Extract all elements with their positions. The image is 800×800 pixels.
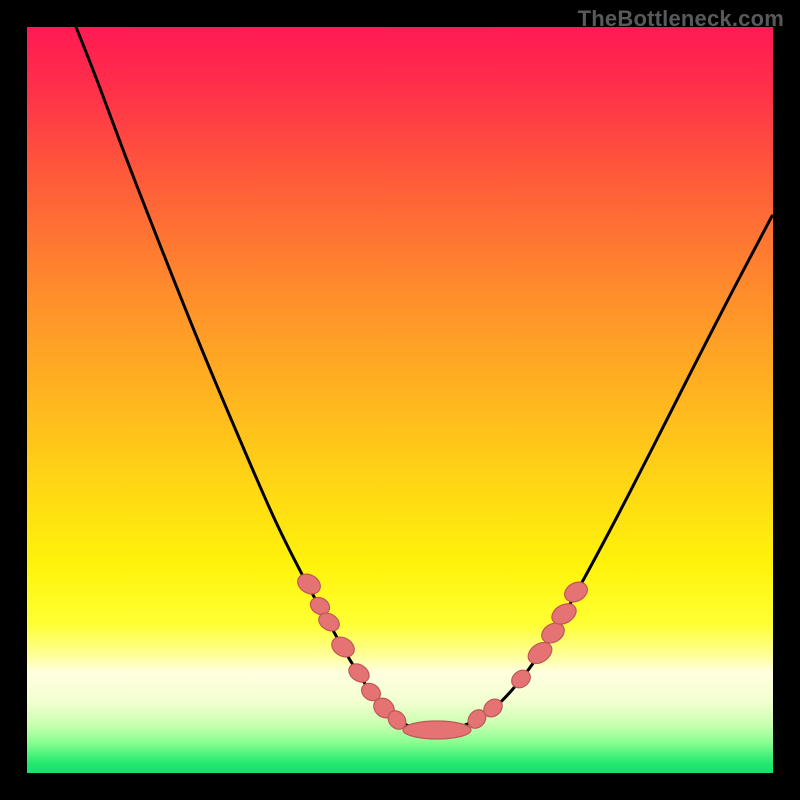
chart-svg — [27, 27, 773, 773]
chart-background — [27, 27, 773, 773]
watermark-text: TheBottleneck.com — [578, 6, 784, 32]
curve-marker-bottom-bar — [403, 721, 471, 739]
chart-plot-area — [27, 27, 773, 773]
